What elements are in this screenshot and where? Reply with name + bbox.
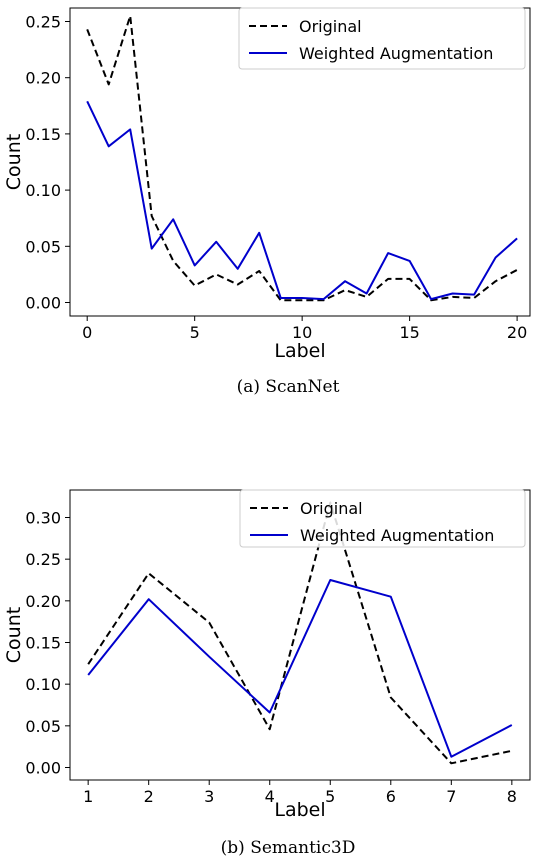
legend-label: Original: [300, 499, 363, 518]
chart-semantic3d: 1 2 3 4 5 6 7 8 0.00 0.05 0.10 0.15 0.20 0.25 0.30 Orig…: [3, 489, 531, 858]
legend-box: [238, 7, 526, 70]
y-tick-label: 0.20: [25, 592, 61, 611]
figure-caption: (b) Semantic3D: [221, 838, 356, 858]
x-tick-label: 5: [325, 787, 335, 806]
y-tick-label: 0.05: [25, 237, 61, 256]
y-tick-label: 0.15: [25, 125, 61, 144]
x-tick-label: 5: [190, 323, 200, 342]
x-tick-label: 6: [386, 787, 396, 806]
series-line-weighted-augmentation: [86, 100, 518, 301]
legend: Original Weighted Augmentation: [239, 489, 526, 548]
y-axis-title: Count: [3, 607, 25, 663]
x-tick-label: 20: [507, 323, 527, 342]
x-axis-title: Label: [274, 799, 325, 821]
y-tick-label: 0.00: [25, 759, 61, 778]
y-tick-label: 0.05: [25, 717, 61, 736]
x-tick-label: 10: [292, 323, 312, 342]
chart-scannet: 0 5 10 15 20 0.00 0.05 0.10 0.15 0.20 0.25 Original…: [3, 7, 531, 397]
figure-caption: (a) ScanNet: [237, 377, 340, 397]
x-axis-title: Label: [274, 340, 325, 362]
y-tick-label: 0.25: [25, 12, 61, 31]
x-tick-label: 7: [446, 787, 456, 806]
y-tick-label: 0.10: [25, 675, 61, 694]
y-tick-label: 0.25: [25, 550, 61, 569]
y-tick-label: 0.30: [25, 509, 61, 528]
series-line-weighted-augmentation: [87, 579, 513, 758]
series-line-original: [87, 501, 513, 765]
y-tick-label: 0.10: [25, 181, 61, 200]
x-tick-label: 0: [82, 323, 92, 342]
x-tick-label: 3: [204, 787, 214, 806]
legend-label: Weighted Augmentation: [299, 44, 493, 63]
y-tick-label: 0.20: [25, 69, 61, 88]
legend: Original Weighted Augmentation: [238, 7, 526, 70]
x-tick-label: 1: [83, 787, 93, 806]
y-tick-label: 0.15: [25, 634, 61, 653]
x-tick-label: 2: [144, 787, 154, 806]
x-tick-label: 4: [265, 787, 275, 806]
legend-box: [239, 489, 526, 548]
y-tick-label: 0.00: [25, 294, 61, 313]
x-tick-label: 8: [507, 787, 517, 806]
legend-label: Weighted Augmentation: [300, 526, 494, 545]
series-line-original: [86, 14, 518, 302]
legend-label: Original: [299, 17, 362, 36]
x-tick-label: 15: [399, 323, 419, 342]
y-axis-title: Count: [3, 134, 25, 190]
